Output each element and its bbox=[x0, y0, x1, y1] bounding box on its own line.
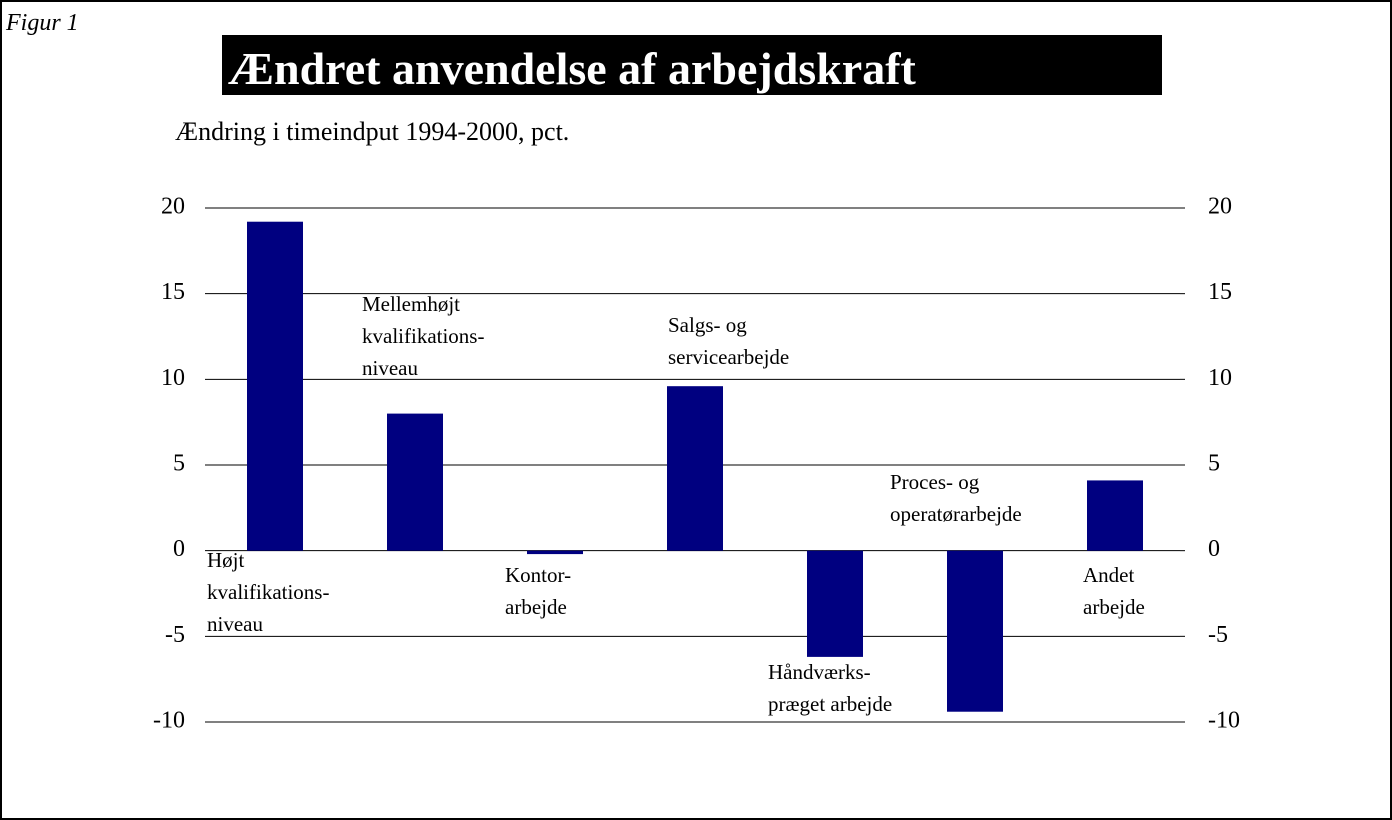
y-tick-label: 15 bbox=[161, 279, 185, 305]
category-label: Kontor- bbox=[505, 563, 571, 587]
subtitle: Ændring i timeindput 1994-2000, pct. bbox=[175, 117, 569, 146]
y-tick-label: -5 bbox=[165, 622, 185, 648]
category-label: operatørarbejde bbox=[890, 502, 1022, 526]
bar bbox=[947, 550, 1003, 712]
y2-tick-label: 0 bbox=[1208, 536, 1220, 562]
chart-title: Ændret anvendelse af arbejdskraft bbox=[228, 43, 917, 94]
bar bbox=[807, 550, 863, 657]
y-tick-label: -10 bbox=[153, 708, 185, 734]
category-label: Proces- og bbox=[890, 470, 980, 494]
y-tick-label: 10 bbox=[161, 365, 185, 391]
category-label: Mellemhøjt bbox=[362, 292, 460, 316]
y2-tick-label: 5 bbox=[1208, 451, 1220, 477]
y2-tick-label: -10 bbox=[1208, 708, 1240, 734]
category-label: arbejde bbox=[1083, 595, 1145, 619]
bar bbox=[667, 386, 723, 551]
category-label: niveau bbox=[362, 356, 418, 380]
y-tick-label: 5 bbox=[173, 451, 185, 477]
category-label: Højt bbox=[207, 548, 245, 572]
category-label: kvalifikations- bbox=[362, 324, 484, 348]
y-tick-label: 0 bbox=[173, 536, 185, 562]
y2-tick-label: 15 bbox=[1208, 279, 1232, 305]
category-label: servicearbejde bbox=[668, 345, 789, 369]
category-label: niveau bbox=[207, 612, 263, 636]
category-label: Håndværks- bbox=[768, 660, 871, 684]
y2-tick-label: 20 bbox=[1208, 194, 1232, 220]
category-label: præget arbejde bbox=[768, 692, 892, 716]
y2-tick-label: -5 bbox=[1208, 622, 1228, 648]
title-box bbox=[222, 35, 1162, 95]
figure-label: Figur 1 bbox=[5, 10, 79, 36]
y2-tick-label: 10 bbox=[1208, 365, 1232, 391]
y-tick-label: 20 bbox=[161, 194, 185, 220]
bar bbox=[1087, 480, 1143, 551]
category-label: Andet bbox=[1083, 563, 1134, 587]
bar bbox=[527, 550, 583, 555]
category-label: Salgs- og bbox=[668, 313, 747, 337]
category-label: arbejde bbox=[505, 595, 567, 619]
bar bbox=[247, 221, 303, 551]
category-label: kvalifikations- bbox=[207, 580, 329, 604]
bar bbox=[387, 413, 443, 551]
